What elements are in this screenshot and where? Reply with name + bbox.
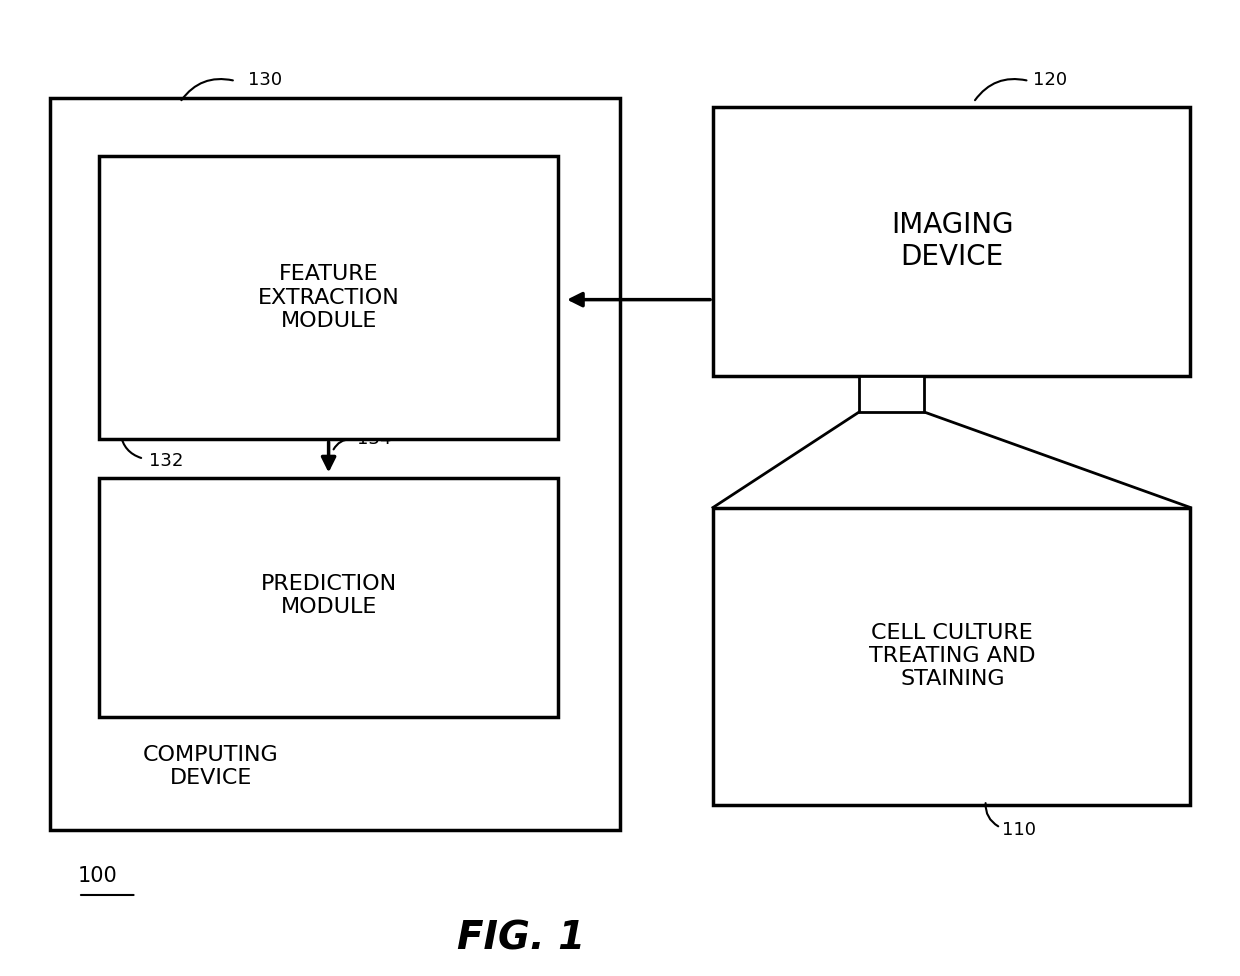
FancyBboxPatch shape — [50, 98, 620, 830]
FancyArrowPatch shape — [322, 442, 335, 468]
Text: 130: 130 — [248, 71, 283, 89]
Text: 120: 120 — [1033, 71, 1068, 89]
FancyBboxPatch shape — [99, 478, 558, 717]
FancyBboxPatch shape — [713, 508, 1190, 805]
FancyBboxPatch shape — [713, 107, 1190, 376]
Text: FEATURE
EXTRACTION
MODULE: FEATURE EXTRACTION MODULE — [258, 264, 399, 331]
Text: CELL CULTURE
TREATING AND
STAINING: CELL CULTURE TREATING AND STAINING — [869, 623, 1035, 689]
Text: 132: 132 — [149, 452, 184, 469]
Text: 134: 134 — [357, 430, 392, 448]
Text: PREDICTION
MODULE: PREDICTION MODULE — [260, 574, 397, 617]
Text: 100: 100 — [78, 867, 118, 886]
FancyBboxPatch shape — [859, 376, 924, 412]
Text: IMAGING
DEVICE: IMAGING DEVICE — [892, 211, 1013, 271]
FancyBboxPatch shape — [99, 156, 558, 439]
Text: FIG. 1: FIG. 1 — [456, 920, 585, 957]
Text: 110: 110 — [1002, 821, 1035, 838]
FancyArrowPatch shape — [570, 294, 711, 305]
Text: COMPUTING
DEVICE: COMPUTING DEVICE — [143, 745, 279, 788]
